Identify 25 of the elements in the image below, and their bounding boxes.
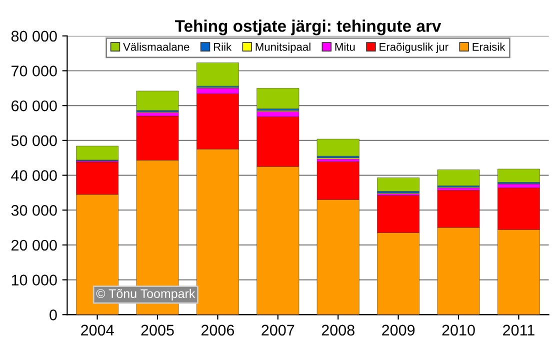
legend-label: Eraõiguslik jur [380, 42, 448, 53]
legend-label: Munitsipaal [256, 42, 310, 53]
x-tick-label: 2007 [262, 324, 294, 336]
legend-label: Välismaalane [123, 42, 190, 51]
x-tick-label: 2010 [442, 324, 475, 336]
y-tick-label: 0 [50, 310, 57, 320]
x-tick-label: 2005 [141, 324, 174, 336]
x-tick-label: 2008 [322, 324, 354, 336]
legend-label: Riik [214, 42, 232, 51]
x-tick-label: 2004 [81, 324, 114, 336]
x-tick-label: 2011 [503, 324, 534, 336]
annotation: © Tõnu Toompark [96, 288, 196, 301]
legend-label: Mitu [335, 42, 355, 51]
y-tick-label: 80 000 [11, 30, 57, 42]
y-tick-label: 10 000 [12, 274, 57, 286]
chart-title: Tehing ostjate järgi: tehingute arv [175, 20, 442, 36]
legend-label: Eraisik [472, 42, 506, 51]
y-tick-label: 20 000 [12, 240, 57, 251]
y-tick-label: 70 000 [12, 66, 57, 76]
y-tick-label: 40 000 [11, 170, 57, 181]
y-tick-label: 60 000 [12, 100, 57, 112]
y-tick-label: 30 000 [11, 204, 57, 216]
y-tick-label: 50 000 [11, 135, 57, 146]
x-tick-label: 2006 [201, 324, 234, 336]
x-tick-label: 2009 [382, 324, 415, 336]
